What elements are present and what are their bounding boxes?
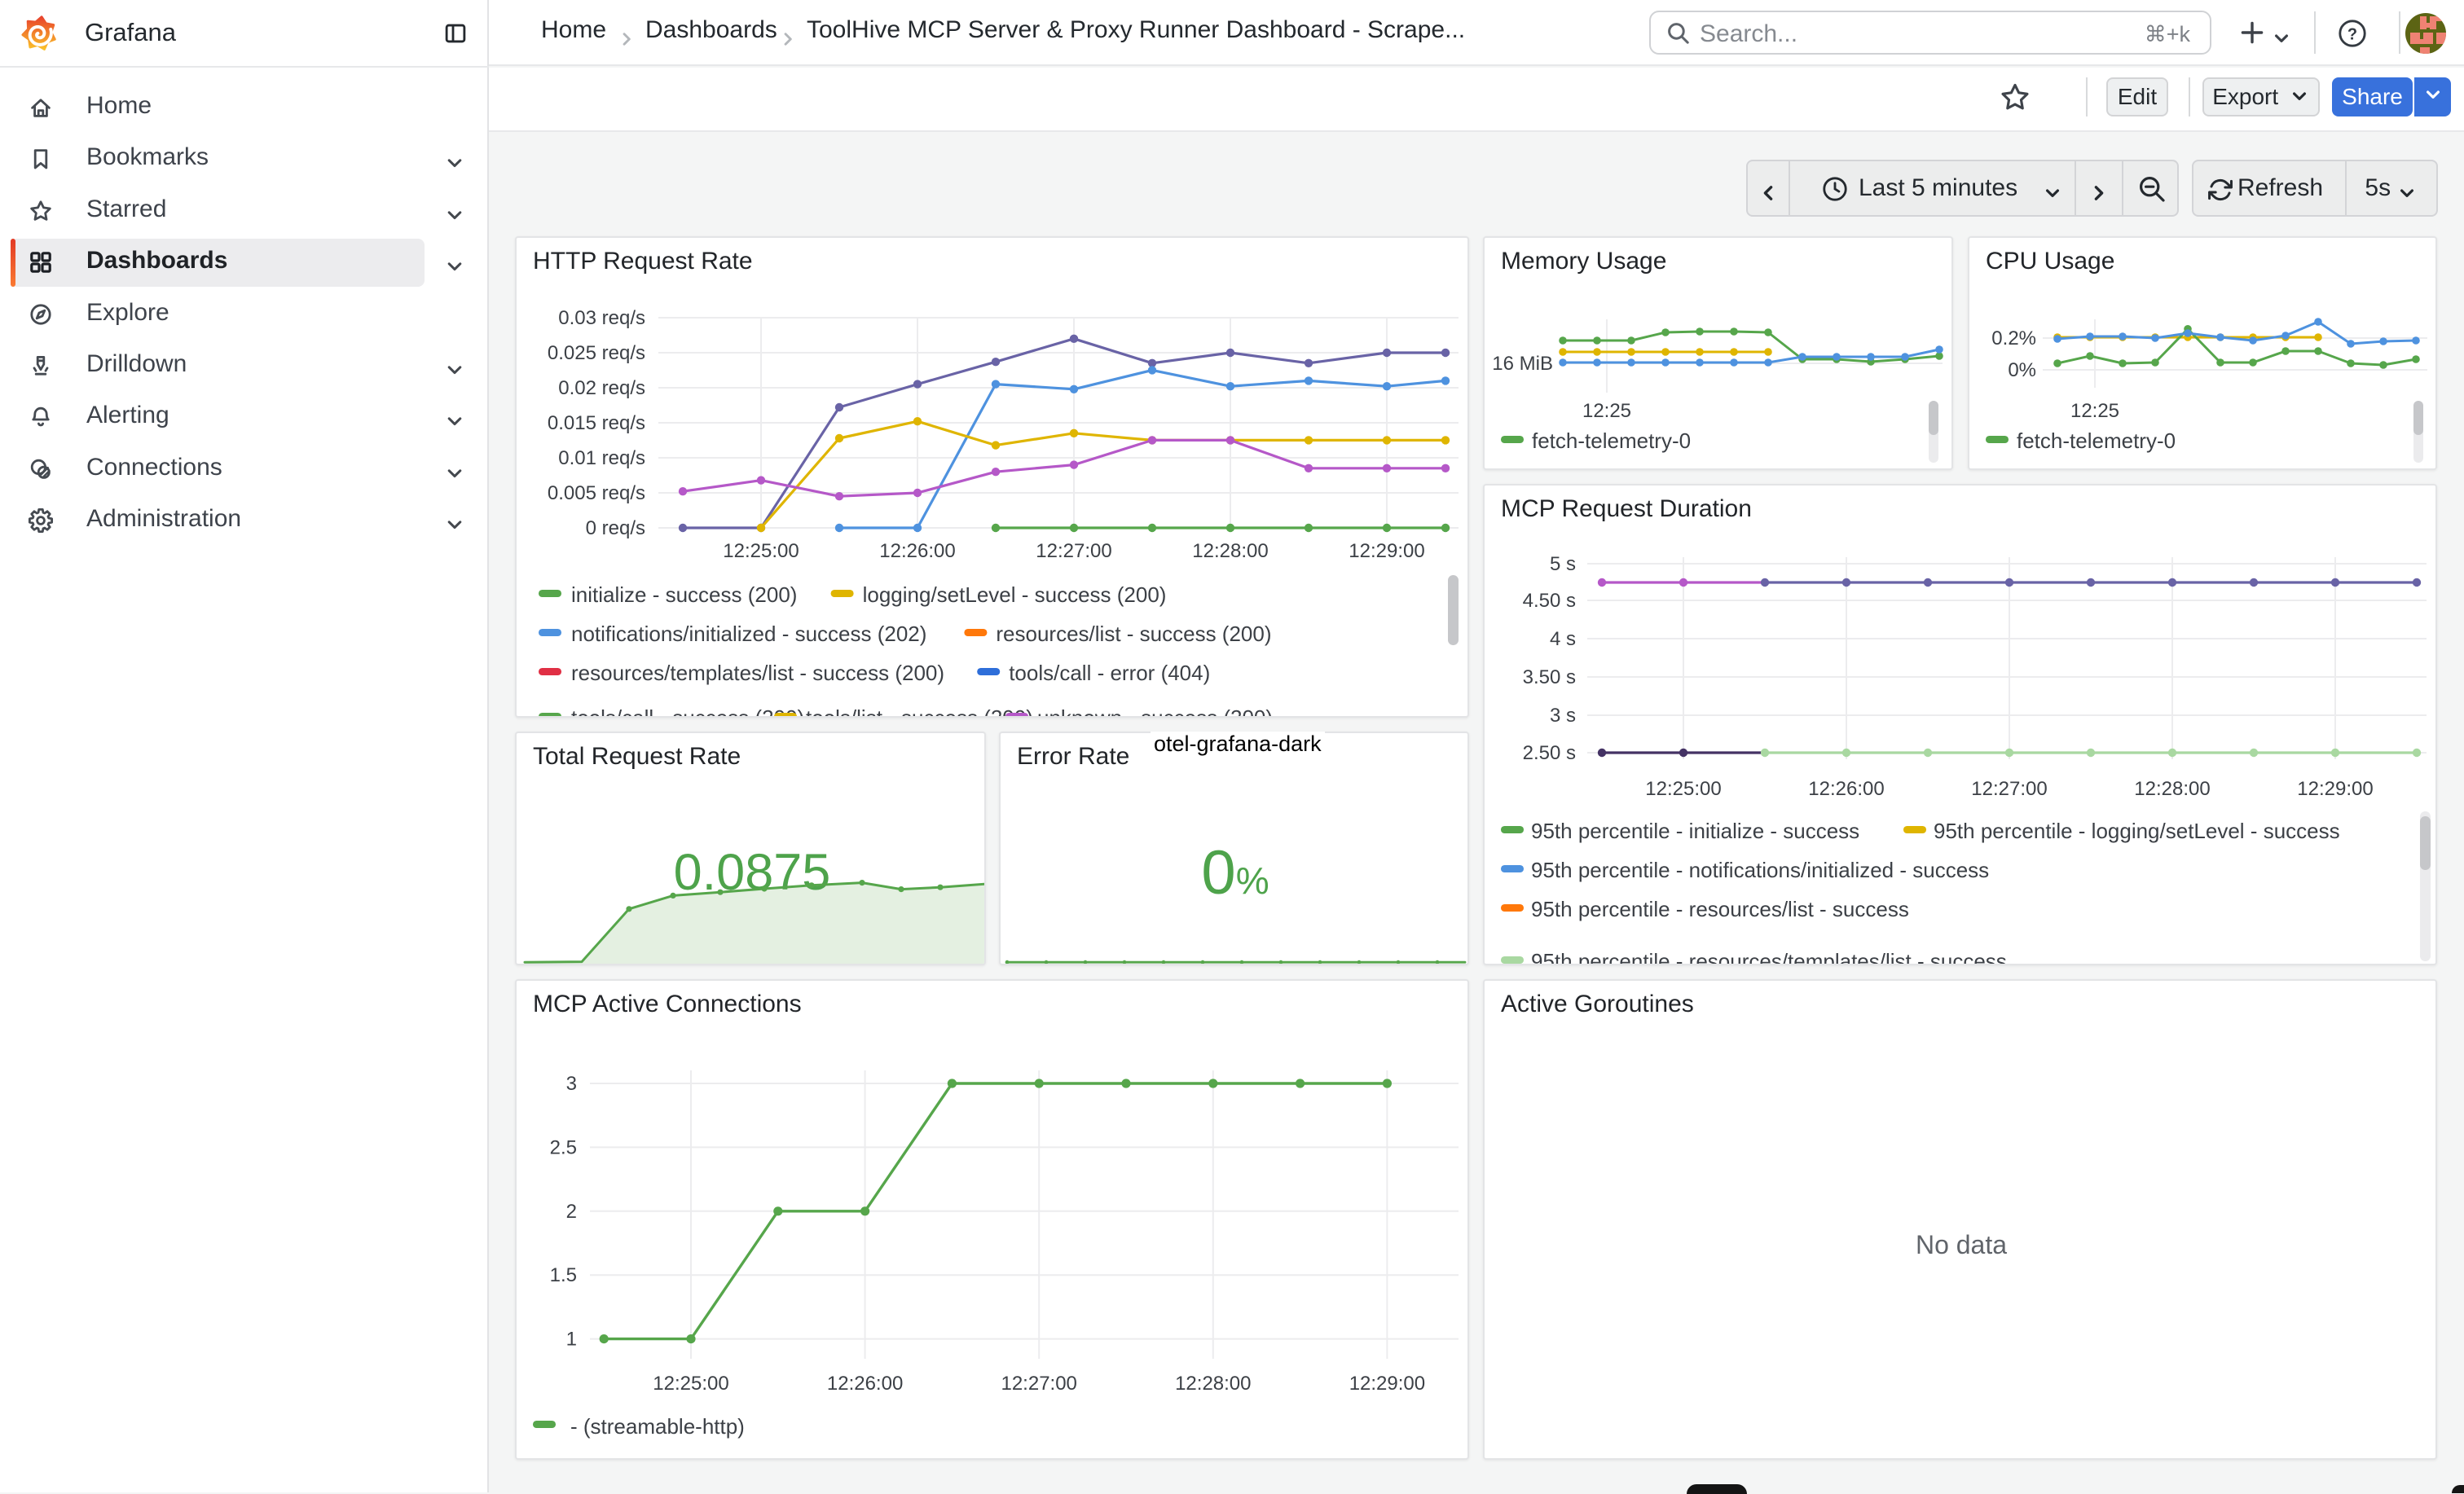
svg-text:12:29:00: 12:29:00 <box>1349 1373 1425 1395</box>
svg-text:0.01 req/s: 0.01 req/s <box>558 447 645 469</box>
svg-text:tools/list - success (200): tools/list - success (200) <box>806 705 1033 718</box>
svg-text:3 s: 3 s <box>1550 705 1576 727</box>
svg-text:12:25:00: 12:25:00 <box>723 540 799 562</box>
svg-text:fetch-telemetry-0: fetch-telemetry-0 <box>2017 428 2176 453</box>
svg-text:4.50 s: 4.50 s <box>1523 590 1576 612</box>
svg-text:95th percentile - resources/te: 95th percentile - resources/templates/li… <box>1531 949 2007 965</box>
svg-text:12:25: 12:25 <box>2070 400 2119 422</box>
svg-text:0.03 req/s: 0.03 req/s <box>558 307 645 329</box>
svg-text:tools/call - error (404): tools/call - error (404) <box>1009 661 1210 685</box>
svg-text:2.5: 2.5 <box>550 1136 577 1158</box>
svg-text:0.02 req/s: 0.02 req/s <box>558 377 645 399</box>
svg-text:12:28:00: 12:28:00 <box>1175 1373 1251 1395</box>
svg-text:12:26:00: 12:26:00 <box>827 1373 903 1395</box>
svg-text:unknown - success (200): unknown - success (200) <box>1037 705 1273 718</box>
svg-text:12:27:00: 12:27:00 <box>1036 540 1111 562</box>
svg-text:resources/templates/list - suc: resources/templates/list - success (200) <box>571 661 944 685</box>
svg-text:tools/call - success (200): tools/call - success (200) <box>571 705 804 718</box>
svg-text:12:25: 12:25 <box>1582 400 1631 422</box>
svg-text:12:25:00: 12:25:00 <box>1645 778 1721 800</box>
svg-text:resources/list - success (200): resources/list - success (200) <box>996 622 1271 646</box>
svg-text:0%: 0% <box>2008 359 2036 381</box>
svg-text:12:29:00: 12:29:00 <box>1349 540 1424 562</box>
svg-text:0.025 req/s: 0.025 req/s <box>548 342 645 364</box>
svg-text:- (streamable-http): - (streamable-http) <box>570 1414 745 1439</box>
svg-text:4 s: 4 s <box>1550 628 1576 650</box>
svg-text:12:28:00: 12:28:00 <box>1192 540 1268 562</box>
svg-text:5 s: 5 s <box>1550 553 1576 575</box>
svg-text:logging/setLevel - success (20: logging/setLevel - success (200) <box>863 582 1167 607</box>
svg-text:0.005 req/s: 0.005 req/s <box>548 482 645 504</box>
svg-text:2: 2 <box>566 1201 577 1223</box>
svg-text:3.50 s: 3.50 s <box>1523 666 1576 688</box>
svg-text:12:26:00: 12:26:00 <box>879 540 955 562</box>
svg-text:1.5: 1.5 <box>550 1264 577 1286</box>
svg-text:12:27:00: 12:27:00 <box>1001 1373 1076 1395</box>
svg-text:95th percentile - resources/li: 95th percentile - resources/list - succe… <box>1531 897 1909 921</box>
svg-text:notifications/initialized - su: notifications/initialized - success (202… <box>571 622 926 646</box>
svg-text:0.2%: 0.2% <box>1991 327 2036 349</box>
svg-text:0.015 req/s: 0.015 req/s <box>548 412 645 434</box>
svg-text:12:27:00: 12:27:00 <box>1971 778 2047 800</box>
svg-text:fetch-telemetry-0: fetch-telemetry-0 <box>1532 428 1691 453</box>
svg-text:12:28:00: 12:28:00 <box>2134 778 2210 800</box>
svg-text:1: 1 <box>566 1329 577 1351</box>
svg-text:3: 3 <box>566 1073 577 1095</box>
svg-text:12:26:00: 12:26:00 <box>1808 778 1884 800</box>
svg-text:95th percentile - notification: 95th percentile - notifications/initiali… <box>1531 858 1989 882</box>
svg-text:?: ? <box>2347 26 2357 44</box>
svg-text:0 req/s: 0 req/s <box>586 517 645 539</box>
svg-text:95th percentile - initialize -: 95th percentile - initialize - success <box>1531 819 1859 843</box>
svg-text:95th percentile - logging/setL: 95th percentile - logging/setLevel - suc… <box>1934 819 2340 843</box>
svg-text:12:25:00: 12:25:00 <box>653 1373 728 1395</box>
svg-text:12:29:00: 12:29:00 <box>2297 778 2373 800</box>
svg-text:initialize - success (200): initialize - success (200) <box>571 582 797 607</box>
svg-text:16 MiB: 16 MiB <box>1492 353 1553 375</box>
svg-text:2.50 s: 2.50 s <box>1523 742 1576 764</box>
